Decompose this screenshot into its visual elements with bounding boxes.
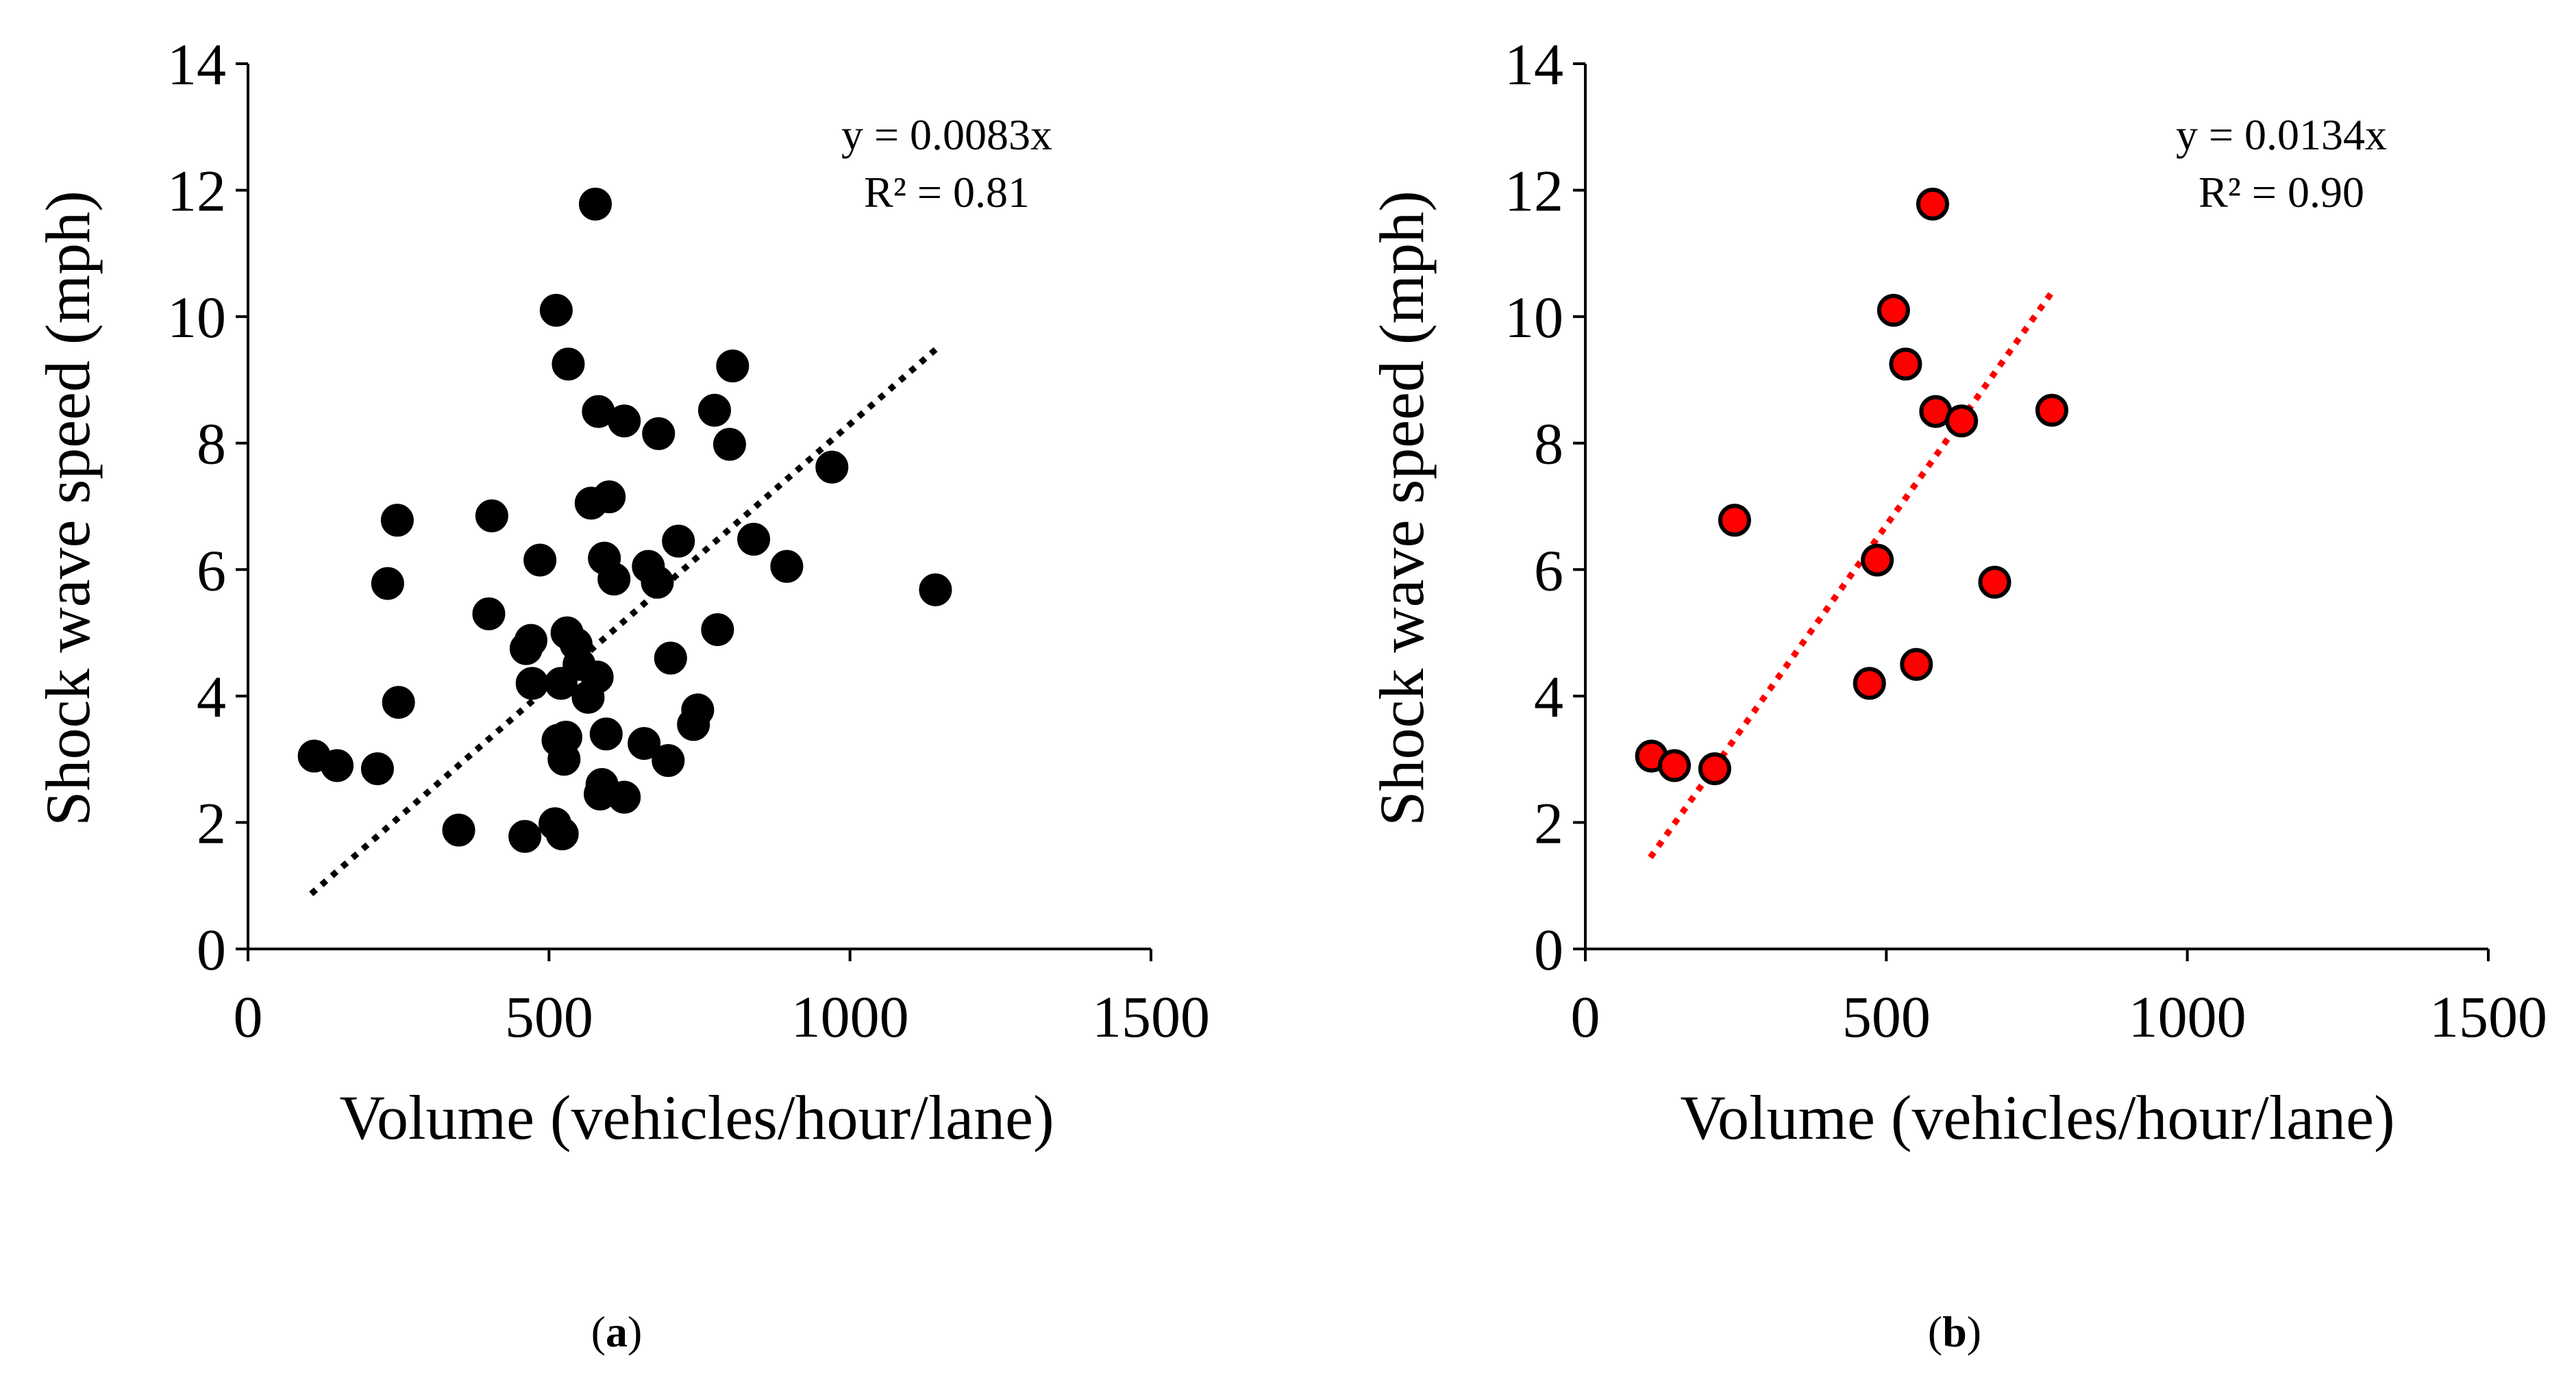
x-tick-labels-b: 0 500 1000 1500 — [1571, 984, 2548, 1050]
scatter-point-a-22 — [552, 347, 585, 381]
scatter-point-a-11 — [514, 624, 547, 657]
axes-b — [1573, 62, 2490, 961]
y-tick-labels-a: 0 2 4 6 8 10 12 14 — [167, 32, 226, 983]
scatter-points-b — [1635, 187, 2068, 785]
scatter-point-a-40 — [641, 565, 674, 599]
scatter-point-a-1 — [321, 749, 354, 782]
scatter-point-a-8 — [475, 499, 508, 532]
scatter-point-b-11 — [1945, 404, 1979, 438]
scatter-point-a-15 — [539, 293, 573, 327]
scatter-point-a-2 — [360, 752, 394, 785]
x-tick-label-b-1500: 1500 — [2429, 984, 2547, 1050]
y-tick-label-a-14: 14 — [167, 32, 226, 97]
x-axis-title-b: Volume (vehicles/hour/lane) — [1680, 1083, 2394, 1152]
x-tick-label-a-500: 500 — [505, 984, 593, 1050]
scatter-point-a-50 — [716, 349, 750, 383]
x-tick-label-b-500: 500 — [1842, 984, 1931, 1050]
y-tick-label-b-0: 0 — [1534, 917, 1563, 983]
x-axis-title-a: Volume (vehicles/hour/lane) — [339, 1083, 1054, 1152]
x-tick-label-a-1500: 1500 — [1092, 984, 1210, 1050]
scatter-point-a-52 — [770, 550, 804, 583]
y-tick-label-b-14: 14 — [1504, 32, 1563, 97]
scatter-point-b-8 — [1900, 647, 1933, 681]
r-squared-b: R² = 0.90 — [2199, 168, 2364, 217]
x-tick-label-a-0: 0 — [234, 984, 263, 1050]
scatter-point-a-51 — [737, 522, 771, 556]
scatter-point-b-3 — [1718, 504, 1751, 537]
y-tick-label-a-8: 8 — [197, 411, 226, 477]
scatter-point-b-1 — [1658, 749, 1692, 782]
scatter-point-b-4 — [1853, 667, 1886, 700]
scatter-point-a-6 — [442, 813, 475, 847]
scatter-point-a-49 — [713, 428, 746, 461]
y-tick-label-b-2: 2 — [1534, 790, 1563, 856]
scatter-point-a-18 — [545, 817, 579, 851]
scatter-point-a-5 — [382, 686, 415, 719]
scatter-point-a-4 — [380, 504, 414, 537]
y-tick-label-a-4: 4 — [197, 664, 226, 730]
scatter-point-b-2 — [1698, 752, 1731, 785]
y-tick-label-a-12: 12 — [167, 158, 226, 224]
scatter-point-a-7 — [472, 597, 506, 630]
scatter-point-a-33 — [589, 717, 623, 751]
scatter-point-b-9 — [1916, 187, 1949, 221]
scatter-point-a-48 — [701, 613, 734, 646]
trendline-equation-a: y = 0.0083x — [841, 110, 1052, 159]
y-axis-title-a: Shock wave speed (mph) — [33, 190, 103, 826]
y-tick-label-b-12: 12 — [1504, 158, 1563, 224]
x-tick-label-b-0: 0 — [1571, 984, 1600, 1050]
scatter-point-b-6 — [1877, 293, 1910, 327]
scatter-point-a-44 — [662, 524, 695, 558]
panel-label-a: (a) — [591, 1307, 643, 1356]
trendline-b — [1648, 288, 2057, 860]
y-tick-label-a-2: 2 — [197, 790, 226, 856]
scatter-point-a-42 — [652, 743, 685, 777]
trendline-equation-b: y = 0.0134x — [2176, 110, 2387, 159]
x-tick-label-b-1000: 1000 — [2129, 984, 2246, 1050]
scatter-point-a-35 — [597, 563, 631, 596]
y-axis-title-b: Shock wave speed (mph) — [1367, 190, 1437, 826]
scatter-point-a-27 — [578, 187, 612, 221]
axes-a — [236, 62, 1152, 961]
x-tick-labels-a: 0 500 1000 1500 — [234, 984, 1211, 1050]
scatter-point-a-41 — [642, 417, 676, 450]
scatter-point-a-9 — [508, 819, 542, 853]
scatter-point-b-7 — [1889, 347, 1922, 381]
scatter-point-a-13 — [523, 543, 557, 577]
x-tick-label-a-1000: 1000 — [791, 984, 909, 1050]
scatter-point-b-12 — [1978, 565, 2011, 599]
chart-panel-b: 0 500 1000 1500 0 2 4 6 8 10 12 14 Volume (vehicle… — [1367, 32, 2547, 1356]
scatter-point-b-5 — [1861, 543, 1894, 577]
scatter-point-a-28 — [580, 661, 614, 694]
y-tick-label-b-6: 6 — [1534, 537, 1563, 603]
scatter-point-a-36 — [608, 780, 641, 814]
y-tick-label-a-10: 10 — [167, 284, 226, 350]
y-tick-label-b-8: 8 — [1534, 411, 1563, 477]
scatter-point-a-38 — [628, 727, 661, 761]
y-tick-label-a-0: 0 — [197, 917, 226, 983]
scatter-point-a-54 — [919, 573, 952, 606]
scatter-point-b-13 — [2035, 393, 2068, 427]
y-tick-labels-b: 0 2 4 6 8 10 12 14 — [1504, 32, 1563, 983]
y-tick-label-b-10: 10 — [1504, 284, 1563, 350]
trendline-a — [309, 345, 940, 896]
r-squared-a: R² = 0.81 — [864, 168, 1030, 217]
scatter-point-a-46 — [681, 693, 715, 727]
scatter-point-a-43 — [654, 641, 687, 675]
scatter-point-a-34 — [593, 480, 626, 514]
panel-label-b: (b) — [1928, 1307, 1981, 1356]
scatter-point-a-47 — [697, 393, 731, 427]
scatter-point-a-53 — [815, 450, 849, 484]
chart-panel-a: 0 500 1000 1500 0 2 4 6 8 10 12 14 Volume (vehicle… — [33, 32, 1210, 1356]
scatter-point-a-3 — [371, 567, 404, 600]
y-tick-label-a-6: 6 — [197, 537, 226, 603]
y-tick-label-b-4: 4 — [1534, 664, 1563, 730]
scatter-points-a — [297, 187, 952, 853]
scatter-point-a-37 — [608, 404, 641, 438]
scatter-point-a-20 — [549, 720, 582, 754]
